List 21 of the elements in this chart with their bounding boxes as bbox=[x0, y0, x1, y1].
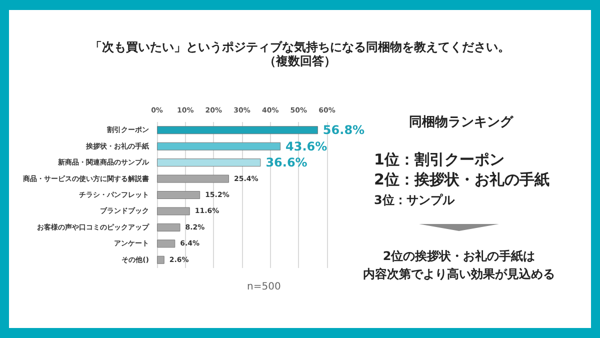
bar bbox=[157, 158, 261, 167]
text: 2位の挨拶状・お礼の手紙は bbox=[382, 249, 536, 263]
bar bbox=[157, 256, 164, 264]
bar bbox=[157, 207, 190, 216]
text: 内容次第でより高い効果が見込める bbox=[363, 267, 555, 281]
bar bbox=[157, 240, 176, 248]
bar bbox=[157, 126, 318, 134]
data-label: 36.6% bbox=[266, 156, 308, 170]
chart-title: 「次も買いたい」というポジティブな気持ちになる同梱物を教えてください。 bbox=[90, 40, 510, 54]
bar bbox=[157, 142, 281, 150]
bar bbox=[157, 223, 180, 232]
text: n=500 bbox=[247, 282, 281, 292]
text: 3位：サンプル bbox=[374, 193, 456, 207]
chart-subtitle: （複数回答） bbox=[264, 54, 336, 68]
text: 2位：挨拶状・お礼の手紙 bbox=[374, 170, 550, 188]
text: 1位：割引クーポン bbox=[374, 150, 504, 168]
bar bbox=[157, 174, 229, 183]
bar bbox=[157, 191, 200, 199]
text: 同梱物ランキング bbox=[409, 115, 514, 130]
data-label: 56.8% bbox=[322, 123, 365, 138]
data-label: 43.6% bbox=[286, 139, 328, 154]
